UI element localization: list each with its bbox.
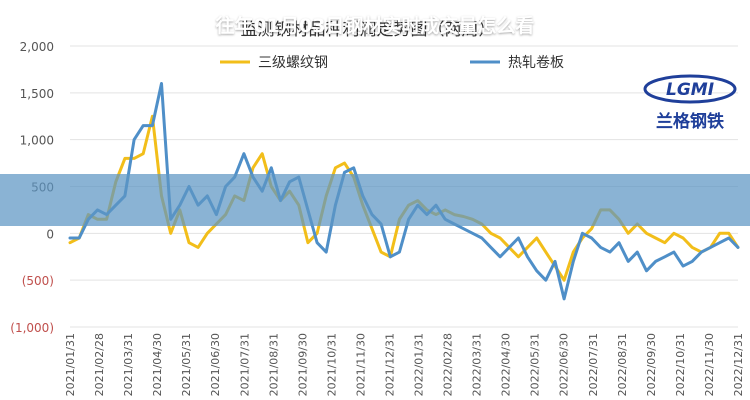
- x-tick-label: 2021/03/31: [122, 333, 135, 396]
- banner-title: 往年01月03日钢材实时成交量怎么看: [215, 15, 535, 37]
- x-tick-label: 2021/12/31: [383, 333, 396, 396]
- logo-text: 兰格钢铁: [656, 111, 724, 132]
- legend-hotcoil-label: 热轧卷板: [508, 55, 564, 71]
- y-tick-label: (500): [22, 274, 54, 288]
- x-tick-label: 2022/07/31: [587, 333, 600, 396]
- x-tick-label: 2021/02/28: [93, 333, 106, 396]
- legend: 三级螺纹钢 热轧卷板: [220, 55, 564, 71]
- chart-title: 监测钢材品种利润走势图（两周）: [241, 20, 496, 40]
- x-tick-label: 2021/06/30: [209, 333, 222, 396]
- x-tick-label: 2021/07/31: [238, 333, 251, 396]
- x-axis-ticks: 2021/01/31 2021/02/28 2021/03/31 2021/04/30…: [64, 333, 745, 396]
- x-tick-label: 2022/06/30: [558, 333, 571, 396]
- x-tick-label: 2021/10/31: [325, 333, 338, 396]
- x-tick-label: 2022/01/31: [413, 333, 426, 396]
- x-tick-label: 2021/08/31: [267, 333, 280, 396]
- logo-mark: LGMI: [666, 80, 714, 100]
- title-banner: [0, 174, 750, 226]
- x-tick-label: 2022/12/31: [732, 333, 745, 396]
- y-tick-label: 2,000: [20, 40, 54, 54]
- x-tick-label: 2022/03/31: [471, 333, 484, 396]
- x-tick-label: 2022/08/31: [616, 333, 629, 396]
- y-tick-label: 0: [46, 227, 54, 241]
- x-tick-label: 2022/02/28: [442, 333, 455, 396]
- x-tick-label: 2022/10/31: [674, 333, 687, 396]
- x-tick-label: 2021/04/30: [151, 333, 164, 396]
- y-tick-label: (1,000): [10, 321, 54, 335]
- x-tick-label: 2022/11/30: [703, 333, 716, 396]
- y-tick-label: 1,500: [20, 87, 54, 101]
- lgmi-logo: LGMI 兰格钢铁: [640, 72, 740, 138]
- logo-swoosh: [643, 74, 737, 104]
- x-tick-label: 2022/04/30: [500, 333, 513, 396]
- x-tick-label: 2021/01/31: [64, 333, 77, 396]
- legend-rebar-label: 三级螺纹钢: [258, 55, 328, 71]
- x-tick-label: 2021/09/30: [296, 333, 309, 396]
- x-tick-label: 2021/11/30: [354, 333, 367, 396]
- x-tick-label: 2022/05/31: [529, 333, 542, 396]
- x-tick-label: 2021/05/31: [180, 333, 193, 396]
- y-tick-label: 1,000: [20, 134, 54, 148]
- x-tick-label: 2022/09/30: [645, 333, 658, 396]
